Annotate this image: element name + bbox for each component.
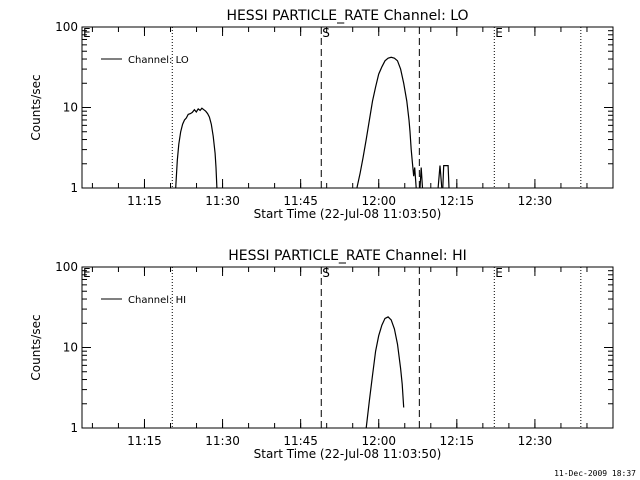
data-series-line — [356, 56, 417, 189]
footer-timestamp: 11-Dec-2009 18:37 — [554, 469, 636, 478]
marker-label: E — [495, 266, 503, 280]
x-tick-label: 11:15 — [127, 434, 162, 448]
x-axis-label: Start Time (22-Jul-08 11:03:50) — [254, 447, 442, 461]
x-tick-label: 12:15 — [440, 194, 475, 208]
y-tick-label: 1 — [70, 421, 78, 435]
y-tick-label: 100 — [55, 260, 78, 274]
marker-label: S — [322, 26, 330, 40]
legend-label: Channel: HI — [128, 295, 186, 306]
x-tick-label: 12:30 — [518, 434, 553, 448]
y-axis-label: Counts/sec — [29, 74, 43, 140]
x-tick-label: 11:45 — [283, 194, 318, 208]
marker-label: E — [495, 26, 503, 40]
x-tick-label: 12:30 — [518, 194, 553, 208]
y-tick-label: 1 — [70, 181, 78, 195]
x-tick-label: 11:30 — [205, 434, 240, 448]
data-series-line — [437, 165, 443, 189]
chart-title: HESSI PARTICLE_RATE Channel: LO — [226, 8, 468, 24]
y-tick-label: 100 — [55, 20, 78, 34]
lo-channel-panel: HESSI PARTICLE_RATE Channel: LO Counts/se… — [29, 8, 614, 221]
data-series-line — [365, 316, 405, 429]
y-tick-label: 10 — [63, 101, 78, 115]
x-tick-label: 11:30 — [205, 194, 240, 208]
x-tick-label: 12:00 — [361, 194, 396, 208]
x-axis-label: Start Time (22-Jul-08 11:03:50) — [254, 207, 442, 221]
marker-label: S — [322, 266, 330, 280]
y-tick-label: 10 — [63, 341, 78, 355]
x-tick-label: 12:15 — [440, 434, 475, 448]
marker-label: E — [83, 26, 91, 40]
data-series-line — [419, 167, 424, 189]
x-tick-label: 11:45 — [283, 434, 318, 448]
data-series-line — [175, 107, 218, 189]
hi-channel-panel: HESSI PARTICLE_RATE Channel: HI Counts/se… — [29, 248, 614, 461]
marker-label: E — [83, 266, 91, 280]
chart-title: HESSI PARTICLE_RATE Channel: HI — [228, 248, 466, 264]
x-tick-label: 12:00 — [361, 434, 396, 448]
x-tick-label: 11:15 — [127, 194, 162, 208]
legend-label: Channel: LO — [128, 55, 189, 66]
data-series-line — [442, 165, 450, 189]
plot-frame — [81, 266, 614, 429]
y-axis-label: Counts/sec — [29, 314, 43, 380]
plot-frame — [81, 26, 614, 189]
